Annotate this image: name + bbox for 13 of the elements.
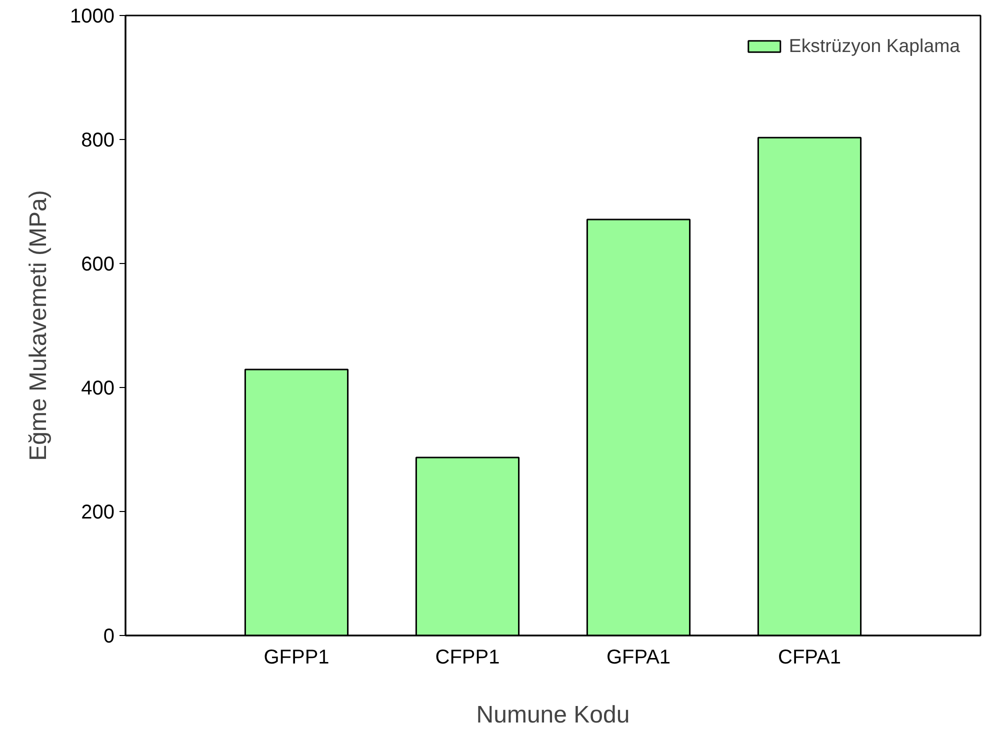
y-tick-label: 400	[81, 378, 115, 400]
y-tick-label: 1000	[70, 6, 115, 28]
y-tick-label: 0	[103, 626, 114, 648]
y-axis-title: Eğme Mukavemeti (MPa)	[25, 190, 52, 461]
y-tick-label: 200	[81, 502, 115, 524]
x-tick-label: GFPA1	[606, 646, 671, 668]
x-axis-title: Numune Kodu	[476, 702, 630, 728]
legend-label: Ekstrüzyon Kaplama	[788, 35, 960, 57]
x-tick-label: GFPP1	[264, 646, 330, 668]
x-tick-label: CFPP1	[435, 646, 500, 668]
x-tick-label: CFPA1	[778, 646, 841, 668]
y-tick-label: 800	[81, 130, 115, 152]
y-tick-label: 600	[81, 254, 115, 276]
